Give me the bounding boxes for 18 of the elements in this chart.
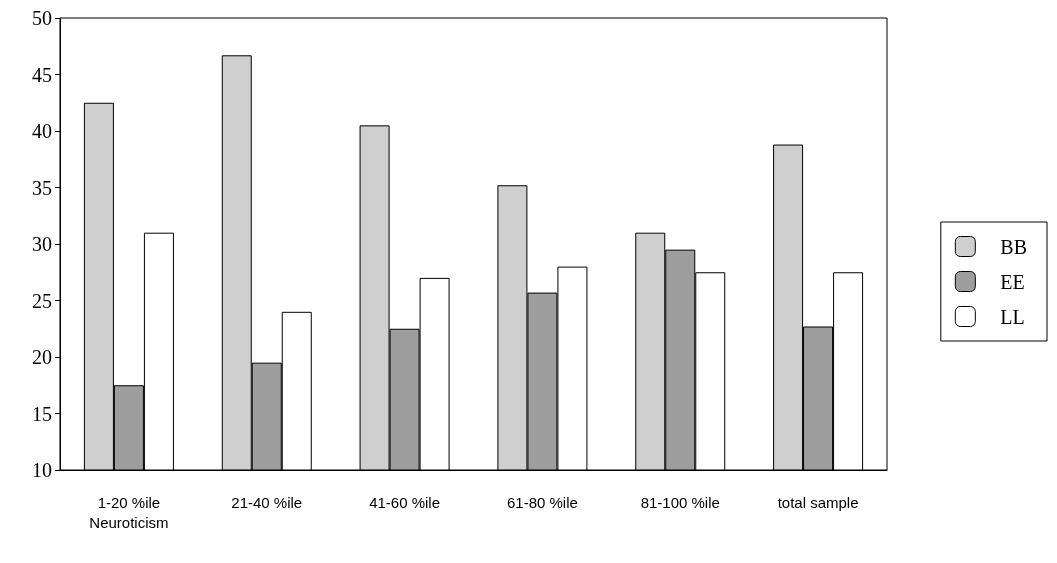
x-tick-label: 1-20 %ile Neuroticism <box>89 493 169 531</box>
x-tick-label: 81-100 %ile <box>640 493 720 511</box>
legend-label: BB <box>1000 235 1028 258</box>
y-tick-label: 25 <box>32 289 52 312</box>
x-tick-label: 41-60 %ile <box>369 493 441 511</box>
y-tick-label: 50 <box>32 7 52 29</box>
legend-label: EE <box>1000 270 1025 293</box>
legend-label: LL <box>1000 305 1025 328</box>
y-tick-label: 35 <box>32 176 52 199</box>
y-tick-label: 10 <box>32 459 52 481</box>
x-tick-label: 61-80 %ile <box>506 493 578 511</box>
x-tick-label: total sample <box>777 493 859 511</box>
y-tick-label: 15 <box>32 402 52 425</box>
y-tick-label: 45 <box>32 63 52 86</box>
y-tick-label: 20 <box>32 346 52 368</box>
y-tick-label: 40 <box>32 120 52 142</box>
x-tick-label: 21-40 %ile <box>231 493 303 511</box>
y-tick-label: 30 <box>32 233 52 255</box>
